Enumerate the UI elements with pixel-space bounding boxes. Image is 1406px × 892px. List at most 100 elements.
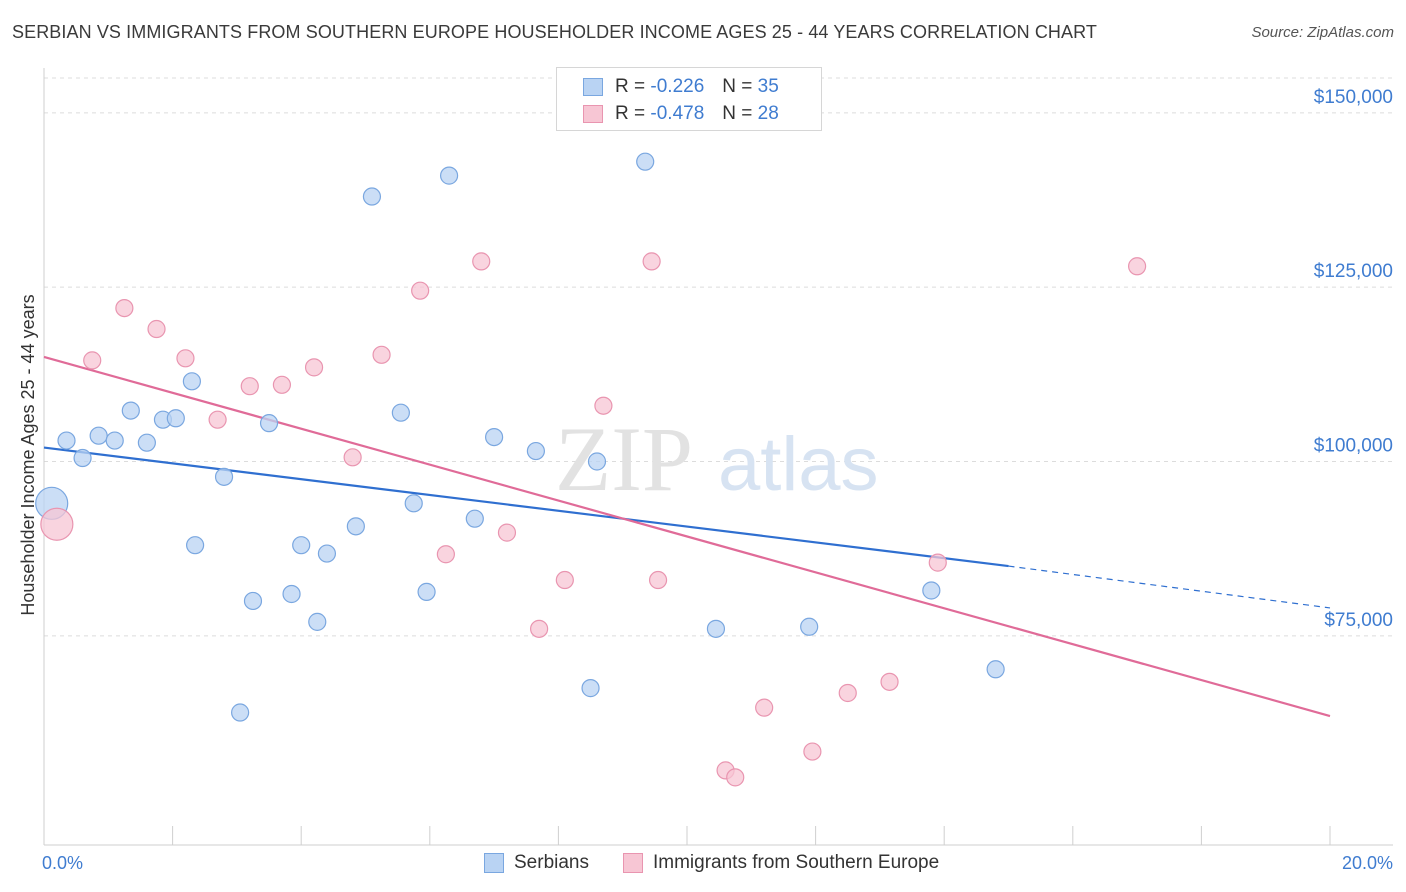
- immigrants-point: [436, 545, 455, 564]
- immigrants-point: [803, 742, 822, 761]
- serbians-point: [121, 401, 140, 420]
- n-label: N =: [722, 103, 753, 124]
- immigrants-point: [83, 351, 102, 370]
- legend-item-immigrants[interactable]: Immigrants from Southern Europe: [623, 852, 939, 874]
- data-points: [35, 152, 1147, 787]
- immigrants-point: [530, 619, 549, 638]
- serbians-legend-swatch: [484, 853, 504, 873]
- immigrants-trend-line: [43, 355, 1331, 718]
- serbians-point: [105, 431, 124, 450]
- serbians-point: [182, 372, 201, 391]
- immigrants-point: [1127, 257, 1147, 276]
- serbians-point: [706, 619, 726, 638]
- watermark-zip: ZIP: [555, 408, 693, 510]
- serbians-legend-label: Serbians: [514, 852, 589, 873]
- legend-row-serbians: R = -0.226 N = 35: [583, 74, 779, 100]
- immigrants-point: [411, 281, 430, 300]
- immigrants-point: [555, 570, 574, 590]
- immigrants-point: [497, 523, 517, 542]
- immigrants-swatch: [583, 105, 603, 123]
- immigrants-legend-label: Immigrants from Southern Europe: [653, 852, 940, 873]
- source-label: Source: ZipAtlas.com: [1251, 24, 1394, 41]
- serbians-point: [346, 517, 365, 536]
- serbians-point: [308, 612, 327, 631]
- watermark: ZIP atlas: [555, 408, 879, 510]
- grid-lines: [44, 77, 1393, 637]
- serbians-point: [391, 403, 410, 422]
- n-label: N =: [722, 76, 753, 97]
- serbians-point: [292, 536, 311, 555]
- serbians-point: [231, 703, 250, 722]
- r-label: R =: [615, 76, 646, 97]
- r-label: R =: [615, 103, 646, 124]
- immigrants-n-value: 28: [757, 103, 779, 124]
- serbians-point: [417, 582, 436, 601]
- immigrants-point: [304, 358, 324, 377]
- serbians-point: [587, 452, 607, 471]
- serbians-point: [800, 617, 819, 636]
- serbians-point: [485, 427, 504, 447]
- immigrants-point: [240, 377, 259, 396]
- serbians-point: [922, 581, 941, 600]
- serbians-point: [636, 152, 655, 171]
- y-tick-label: $100,000: [1314, 436, 1393, 457]
- x-tick-max: 20.0%: [1342, 853, 1393, 873]
- legend-item-serbians[interactable]: Serbians: [484, 852, 589, 874]
- y-axis-label: Householder Income Ages 25 - 44 years: [18, 294, 38, 615]
- serbians-point: [526, 441, 545, 461]
- serbians-point: [137, 433, 156, 452]
- immigrants-point: [208, 410, 227, 429]
- serbians-point: [186, 536, 205, 555]
- x-tick-min: 0.0%: [42, 853, 83, 873]
- trend-lines: [43, 355, 1331, 718]
- serbians-point: [317, 544, 337, 563]
- immigrants-point: [147, 319, 166, 339]
- immigrants-legend-swatch: [623, 853, 643, 873]
- immigrants-point: [928, 553, 947, 572]
- serbians-trend-line: [43, 446, 1009, 568]
- serbians-n-value: 35: [757, 76, 779, 97]
- y-tick-label: $150,000: [1314, 87, 1393, 108]
- series-legend: Serbians Immigrants from Southern Europe: [484, 852, 973, 874]
- immigrants-point: [372, 345, 391, 364]
- immigrants-point: [755, 698, 774, 717]
- serbians-trend-extension: [1008, 565, 1331, 609]
- axes: [43, 68, 1393, 846]
- serbians-point: [282, 584, 301, 604]
- chart-title: SERBIAN VS IMMIGRANTS FROM SOUTHERN EURO…: [12, 22, 1097, 42]
- immigrants-point: [648, 570, 668, 590]
- serbians-point: [986, 660, 1005, 679]
- serbians-point: [243, 591, 263, 611]
- serbians-point: [362, 187, 382, 206]
- y-tick-label: $75,000: [1324, 610, 1393, 631]
- serbians-point: [89, 426, 108, 445]
- serbians-point: [57, 431, 76, 450]
- y-tick-labels: $75,000 $100,000 $125,000 $150,000: [1314, 87, 1393, 631]
- serbians-point: [404, 494, 423, 513]
- immigrants-point: [176, 349, 195, 368]
- serbians-swatch: [583, 78, 603, 96]
- serbians-point: [465, 509, 484, 528]
- immigrants-point: [472, 252, 491, 271]
- serbians-point: [439, 166, 459, 185]
- serbians-point: [259, 414, 279, 433]
- serbians-point: [581, 679, 600, 698]
- serbians-point: [214, 467, 234, 486]
- immigrants-point: [343, 448, 362, 467]
- immigrants-point: [594, 396, 613, 415]
- immigrants-point: [838, 683, 857, 703]
- immigrants-point: [115, 299, 134, 318]
- legend-row-immigrants: R = -0.478 N = 28: [583, 101, 779, 127]
- immigrants-r-value: -0.478: [650, 103, 705, 124]
- immigrants-point: [642, 252, 661, 271]
- watermark-atlas: atlas: [718, 422, 879, 507]
- serbians-point: [166, 409, 185, 428]
- immigrants-point: [40, 507, 74, 541]
- y-tick-label: $125,000: [1314, 261, 1393, 282]
- immigrants-point: [880, 672, 899, 691]
- serbians-point: [73, 448, 92, 468]
- stats-legend: R = -0.226 N = 35 R = -0.478 N = 28: [556, 67, 822, 131]
- immigrants-point: [726, 768, 745, 787]
- serbians-r-value: -0.226: [650, 76, 705, 97]
